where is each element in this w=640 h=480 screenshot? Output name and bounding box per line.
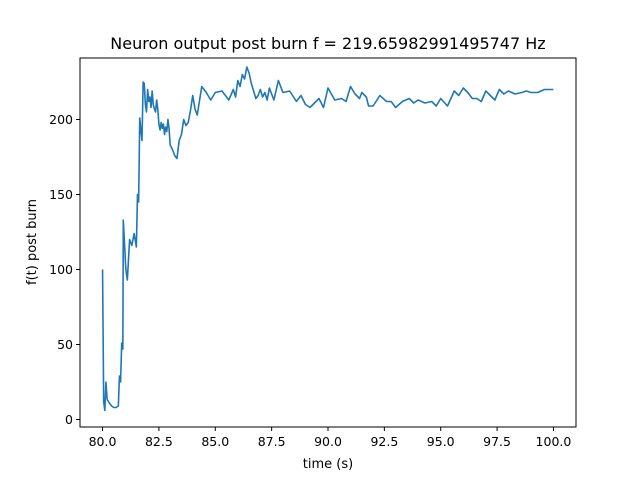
- y-tick-label: 50: [57, 337, 73, 352]
- x-tick-label: 100.0: [536, 434, 572, 449]
- y-tick-label: 200: [49, 112, 73, 127]
- chart-title: Neuron output post burn f = 219.65982991…: [110, 34, 545, 53]
- x-tick-label: 80.0: [89, 434, 117, 449]
- x-tick-label: 87.5: [258, 434, 286, 449]
- plot-frame: [79, 57, 577, 428]
- plot-area: [101, 66, 554, 412]
- x-tick-label: 95.0: [427, 434, 455, 449]
- y-tick-label: 100: [49, 262, 73, 277]
- y-tick-label: 0: [65, 412, 73, 427]
- y-tick-label: 150: [49, 187, 73, 202]
- y-axis-label: f(t) post burn: [25, 199, 40, 285]
- y-axis-ticks: 0 50 100 150 200: [49, 112, 80, 427]
- x-tick-label: 90.0: [314, 434, 342, 449]
- x-tick-label: 97.5: [483, 434, 511, 449]
- series-line-0: [101, 66, 554, 412]
- x-tick-label: 85.0: [201, 434, 229, 449]
- x-axis-ticks: 80.0 82.5 85.0 87.5 90.0 92.5 95.0 97.5 100.0: [89, 427, 572, 449]
- x-tick-label: 92.5: [370, 434, 398, 449]
- x-axis-label: time (s): [303, 457, 353, 472]
- x-tick-label: 82.5: [145, 434, 173, 449]
